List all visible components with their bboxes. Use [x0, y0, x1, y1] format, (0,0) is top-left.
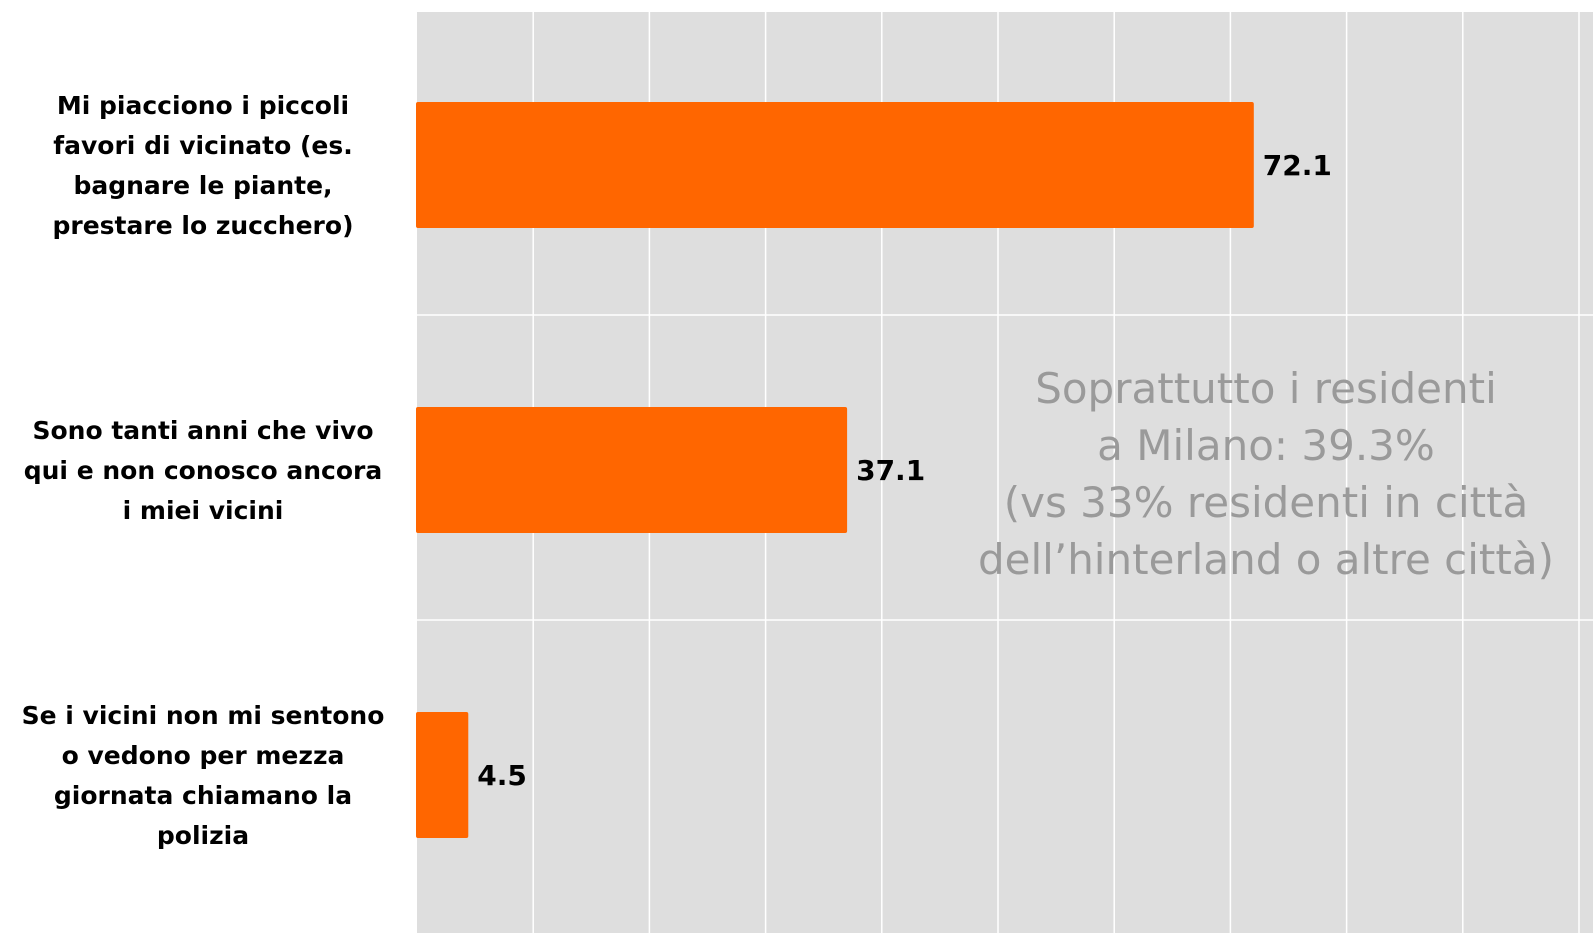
annotation-note: Soprattutto i residenti a Milano: 39.3% (v…: [978, 364, 1554, 584]
bar: [416, 102, 1254, 228]
category-label: Se i vicini non mi sentono o vedono per m…: [22, 701, 385, 850]
bar: [416, 712, 469, 838]
annotation-text: Soprattutto i residenti a Milano: 39.3% (v…: [978, 364, 1554, 584]
data-label: 37.1: [856, 454, 925, 487]
category-label: Mi piacciono i piccoli favori di vicinato…: [53, 91, 354, 240]
bars: [416, 102, 1254, 838]
data-label: 4.5: [477, 759, 527, 792]
category-labels: Mi piacciono i piccoli favori di vicinato…: [22, 91, 385, 850]
value-labels: 72.1 37.1 4.5: [477, 149, 1332, 792]
bar: [416, 407, 848, 533]
category-label: Sono tanti anni che vivo qui e non conosc…: [24, 416, 383, 525]
data-label: 72.1: [1263, 149, 1332, 182]
